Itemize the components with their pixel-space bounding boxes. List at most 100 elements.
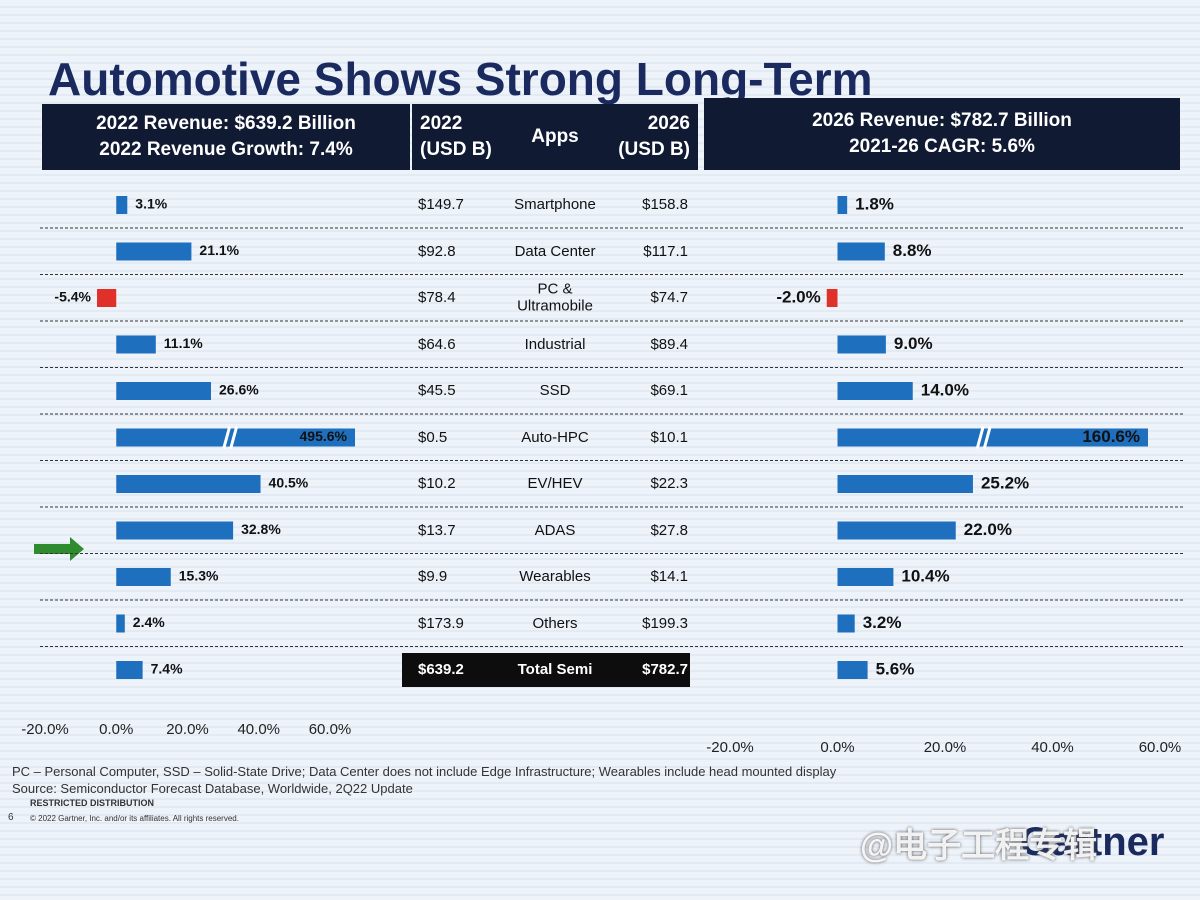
- table-cell: $782.7: [642, 660, 688, 678]
- bar: [837, 521, 956, 540]
- x-tick-label: 20.0%: [924, 739, 967, 756]
- table-cell: Wearables: [519, 567, 591, 585]
- table-cell: $14.1: [650, 567, 688, 585]
- page-number: 6: [8, 812, 14, 823]
- header-cell: 2026 (USD B): [618, 111, 690, 162]
- table-cell: SSD: [539, 381, 571, 399]
- value-label: 26.6%: [219, 382, 259, 398]
- x-tick-label: 20.0%: [166, 721, 209, 738]
- header-line: (USD B): [420, 139, 492, 160]
- table-cell: Industrial: [524, 335, 586, 353]
- value-label: 1.8%: [855, 194, 894, 213]
- bar: [97, 289, 117, 307]
- table-cell: $13.7: [418, 521, 456, 539]
- bar: [837, 335, 886, 354]
- table-cell: $10.2: [418, 474, 456, 492]
- table-cell: Smartphone: [514, 195, 596, 213]
- left-header: 2022 Revenue: $639.2 Billion 2022 Revenu…: [42, 104, 410, 170]
- bar: [116, 568, 171, 586]
- table-cell: $639.2: [418, 660, 464, 678]
- table-cell: $9.9: [418, 567, 448, 585]
- axis-break: [975, 426, 992, 449]
- value-label: 32.8%: [241, 521, 281, 537]
- right-header: 2026 Revenue: $782.7 Billion 2021-26 CAG…: [704, 98, 1180, 170]
- total-row-box: [402, 653, 690, 687]
- x-tick-label: 60.0%: [309, 721, 352, 738]
- header-line: 2022 Revenue: $639.2 Billion: [96, 113, 356, 135]
- value-label: 3.2%: [863, 613, 902, 632]
- bar: [837, 475, 973, 493]
- value-label: 25.2%: [981, 473, 1029, 492]
- x-tick-label: 60.0%: [1139, 739, 1182, 756]
- footnote: PC – Personal Computer, SSD – Solid-Stat…: [12, 764, 837, 779]
- header-line: (USD B): [618, 139, 690, 160]
- table-cell: $78.4: [418, 288, 456, 306]
- bar: [837, 242, 885, 261]
- x-tick-label: 40.0%: [237, 721, 280, 738]
- bar: [837, 661, 868, 679]
- value-label: 11.1%: [164, 335, 203, 351]
- bar: [837, 568, 894, 586]
- value-label: 40.5%: [269, 475, 309, 491]
- logo: Gartner: [1020, 820, 1165, 864]
- bar: [116, 614, 125, 633]
- value-label: 21.1%: [199, 242, 239, 258]
- header-line: 2026 Revenue: $782.7 Billion: [812, 110, 1072, 132]
- bar: [826, 289, 838, 307]
- bar: [116, 242, 192, 261]
- table-cell: Total Semi: [517, 660, 593, 678]
- table-header: 2022 (USD B) Apps 2026 (USD B): [412, 104, 698, 170]
- header-line: 2022: [420, 113, 463, 135]
- table-cell: $10.1: [650, 428, 688, 446]
- value-label: 15.3%: [179, 568, 219, 584]
- table-cell: $69.1: [650, 381, 688, 399]
- bar: [116, 382, 212, 400]
- header-line: 2021-26 CAGR: 5.6%: [849, 136, 1035, 157]
- value-label: 3.1%: [135, 196, 167, 212]
- table-cell: $199.3: [642, 614, 688, 632]
- x-tick-label: -20.0%: [21, 721, 69, 738]
- bar: [837, 614, 855, 633]
- x-tick-label: 40.0%: [1031, 739, 1074, 756]
- bar: [116, 335, 156, 354]
- table-cell: $92.8: [418, 242, 456, 260]
- header-cell: Apps: [531, 126, 579, 148]
- table-cell: $27.8: [650, 521, 688, 539]
- copyright: © 2022 Gartner, Inc. and/or its affiliat…: [30, 814, 239, 823]
- x-tick-label: -20.0%: [706, 739, 754, 756]
- bar: [116, 428, 355, 447]
- table-cell: Others: [532, 614, 578, 632]
- table-cell: EV/HEV: [527, 474, 583, 492]
- bar: [116, 521, 234, 540]
- bar: [116, 196, 128, 214]
- table-cell: $45.5: [418, 381, 456, 399]
- value-label: 8.8%: [893, 241, 932, 260]
- table-cell: $64.6: [418, 335, 456, 353]
- header-line: 2026: [647, 113, 690, 135]
- highlight-arrow: [34, 537, 84, 561]
- header-line: 2022 Revenue Growth: 7.4%: [99, 139, 353, 160]
- table-cell: $149.7: [418, 195, 464, 213]
- bar: [837, 196, 848, 214]
- footnotes: PC – Personal Computer, SSD – Solid-Stat…: [12, 764, 836, 798]
- value-label: -5.4%: [54, 289, 91, 305]
- table-cell: $74.7: [650, 288, 688, 306]
- bar: [837, 428, 1148, 447]
- value-label: 10.4%: [901, 566, 949, 585]
- watermark: @电子工程专辑: [860, 827, 1098, 865]
- slide-title: Automotive Shows Strong Long-Term: [48, 53, 873, 105]
- table-cell: $22.3: [650, 474, 688, 492]
- footnote: Source: Semiconductor Forecast Database,…: [12, 780, 413, 796]
- bar: [837, 382, 913, 400]
- table-cell: ADAS: [534, 521, 576, 539]
- value-label: 7.4%: [151, 661, 183, 677]
- value-label: 5.6%: [876, 659, 915, 678]
- axis-break: [222, 426, 239, 449]
- value-label: 495.6%: [300, 428, 348, 444]
- table-cell: $158.8: [642, 195, 688, 213]
- bar: [116, 475, 261, 493]
- table-cell: $117.1: [643, 242, 688, 260]
- value-label: 160.6%: [1082, 427, 1140, 446]
- value-label: 14.0%: [921, 380, 969, 399]
